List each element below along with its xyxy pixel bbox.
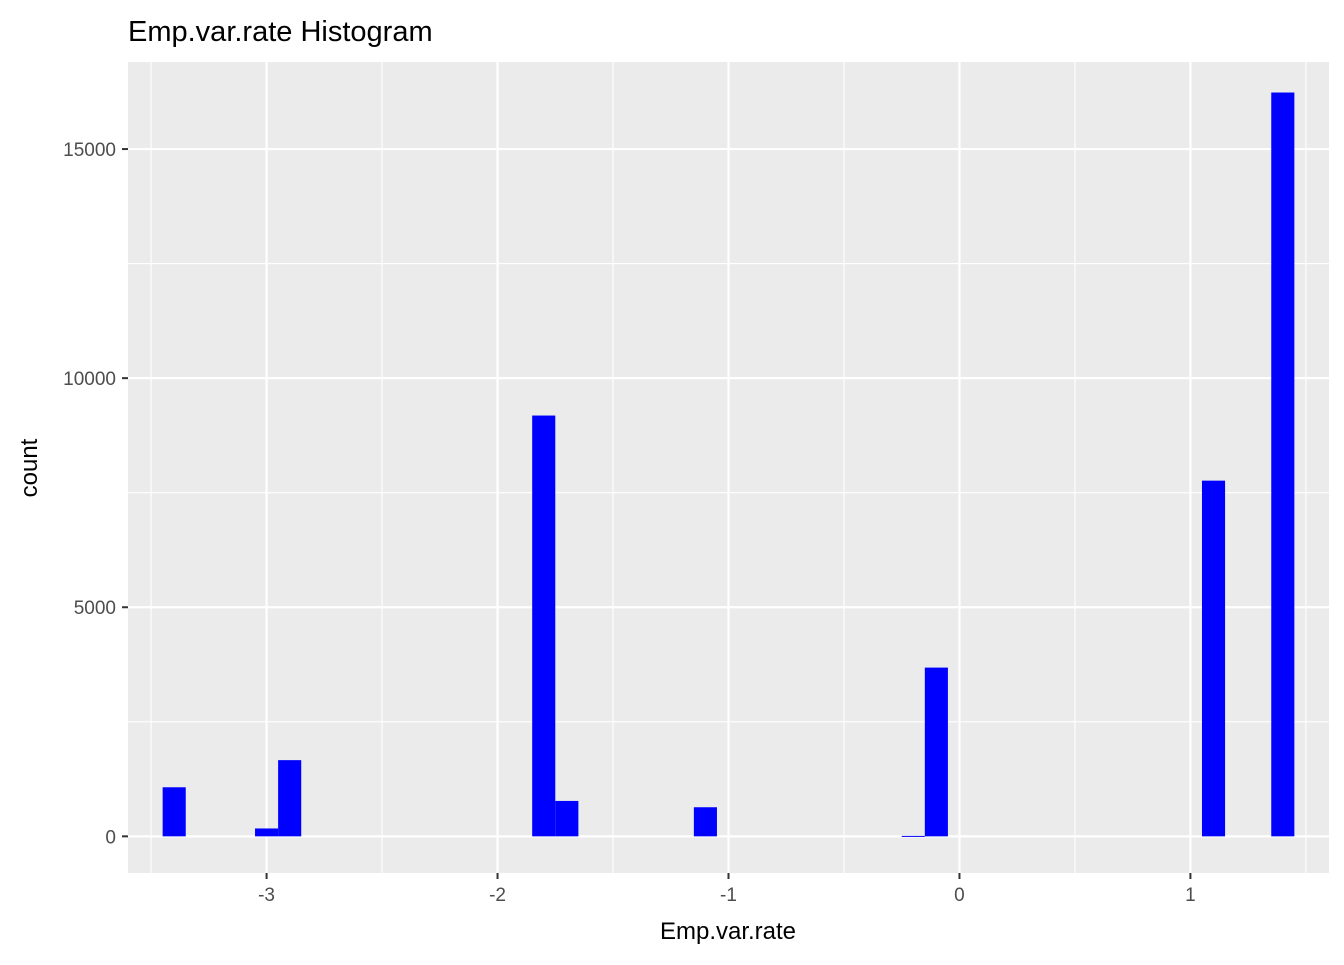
histogram-bar <box>162 787 186 837</box>
y-axis-ticks: 0 5000 10000 15000 <box>63 140 128 848</box>
histogram-bar <box>532 415 556 837</box>
histogram-bar <box>278 760 302 837</box>
y-tick-label: 5000 <box>74 598 116 619</box>
x-axis-ticks: -3 -2 -1 0 1 <box>258 873 1196 906</box>
y-tick-label: 15000 <box>63 140 116 161</box>
y-tick-label: 0 <box>105 827 116 848</box>
histogram-bar <box>901 835 925 837</box>
y-axis-title: count <box>16 438 43 497</box>
histogram-bar <box>1201 480 1226 837</box>
histogram-bars <box>162 92 1295 837</box>
histogram-bar <box>1271 92 1295 837</box>
chart-title: Emp.var.rate Histogram <box>128 16 433 48</box>
histogram-bar <box>693 807 717 837</box>
y-tick-label: 10000 <box>63 369 116 390</box>
x-tick-label: 0 <box>954 885 965 906</box>
x-axis-title: Emp.var.rate <box>660 918 796 945</box>
minor-gridlines <box>128 62 1329 873</box>
histogram-bar <box>255 828 279 837</box>
histogram-bar <box>555 800 579 837</box>
x-tick-label: 1 <box>1185 885 1196 906</box>
major-gridlines <box>128 62 1329 873</box>
x-tick-label: -1 <box>720 885 737 906</box>
x-tick-label: -2 <box>489 885 506 906</box>
x-tick-label: -3 <box>258 885 275 906</box>
histogram-bar <box>924 667 948 837</box>
